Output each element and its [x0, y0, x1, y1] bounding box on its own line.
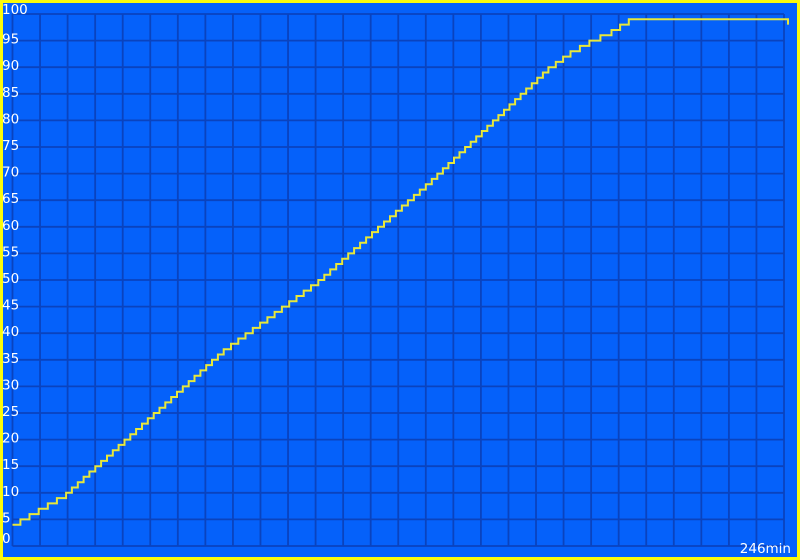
- y-axis-tick-label: 10: [2, 484, 19, 500]
- y-axis-tick-label: 45: [2, 298, 19, 314]
- y-axis-tick-label: 60: [2, 218, 19, 234]
- y-axis-tick-label: 95: [2, 32, 19, 48]
- y-axis-tick-label: 90: [2, 58, 19, 74]
- y-axis-tick-label: 5: [2, 510, 11, 526]
- y-axis-tick-label: 20: [2, 431, 19, 447]
- y-axis-tick-label: 35: [2, 351, 19, 367]
- y-axis-tick-label: 55: [2, 244, 19, 260]
- y-axis-tick-label: 65: [2, 191, 19, 207]
- y-axis-tick-label: 70: [2, 165, 19, 181]
- y-axis-tick-label: 30: [2, 377, 19, 393]
- y-axis-tick-label: 75: [2, 138, 19, 154]
- y-axis-tick-label: 40: [2, 324, 19, 340]
- charge-curve: [12, 18, 789, 526]
- y-axis-tick-label: 100: [2, 2, 28, 18]
- y-axis-tick-label: 25: [2, 404, 19, 420]
- y-axis-tick-label: 15: [2, 457, 19, 473]
- y-axis-tick-label: 50: [2, 271, 19, 287]
- y-axis-tick-label: 0: [2, 531, 11, 547]
- y-axis-tick-label: 80: [2, 111, 19, 127]
- x-axis-end-label: 246min: [739, 540, 791, 557]
- y-axis-tick-label: 85: [2, 85, 19, 101]
